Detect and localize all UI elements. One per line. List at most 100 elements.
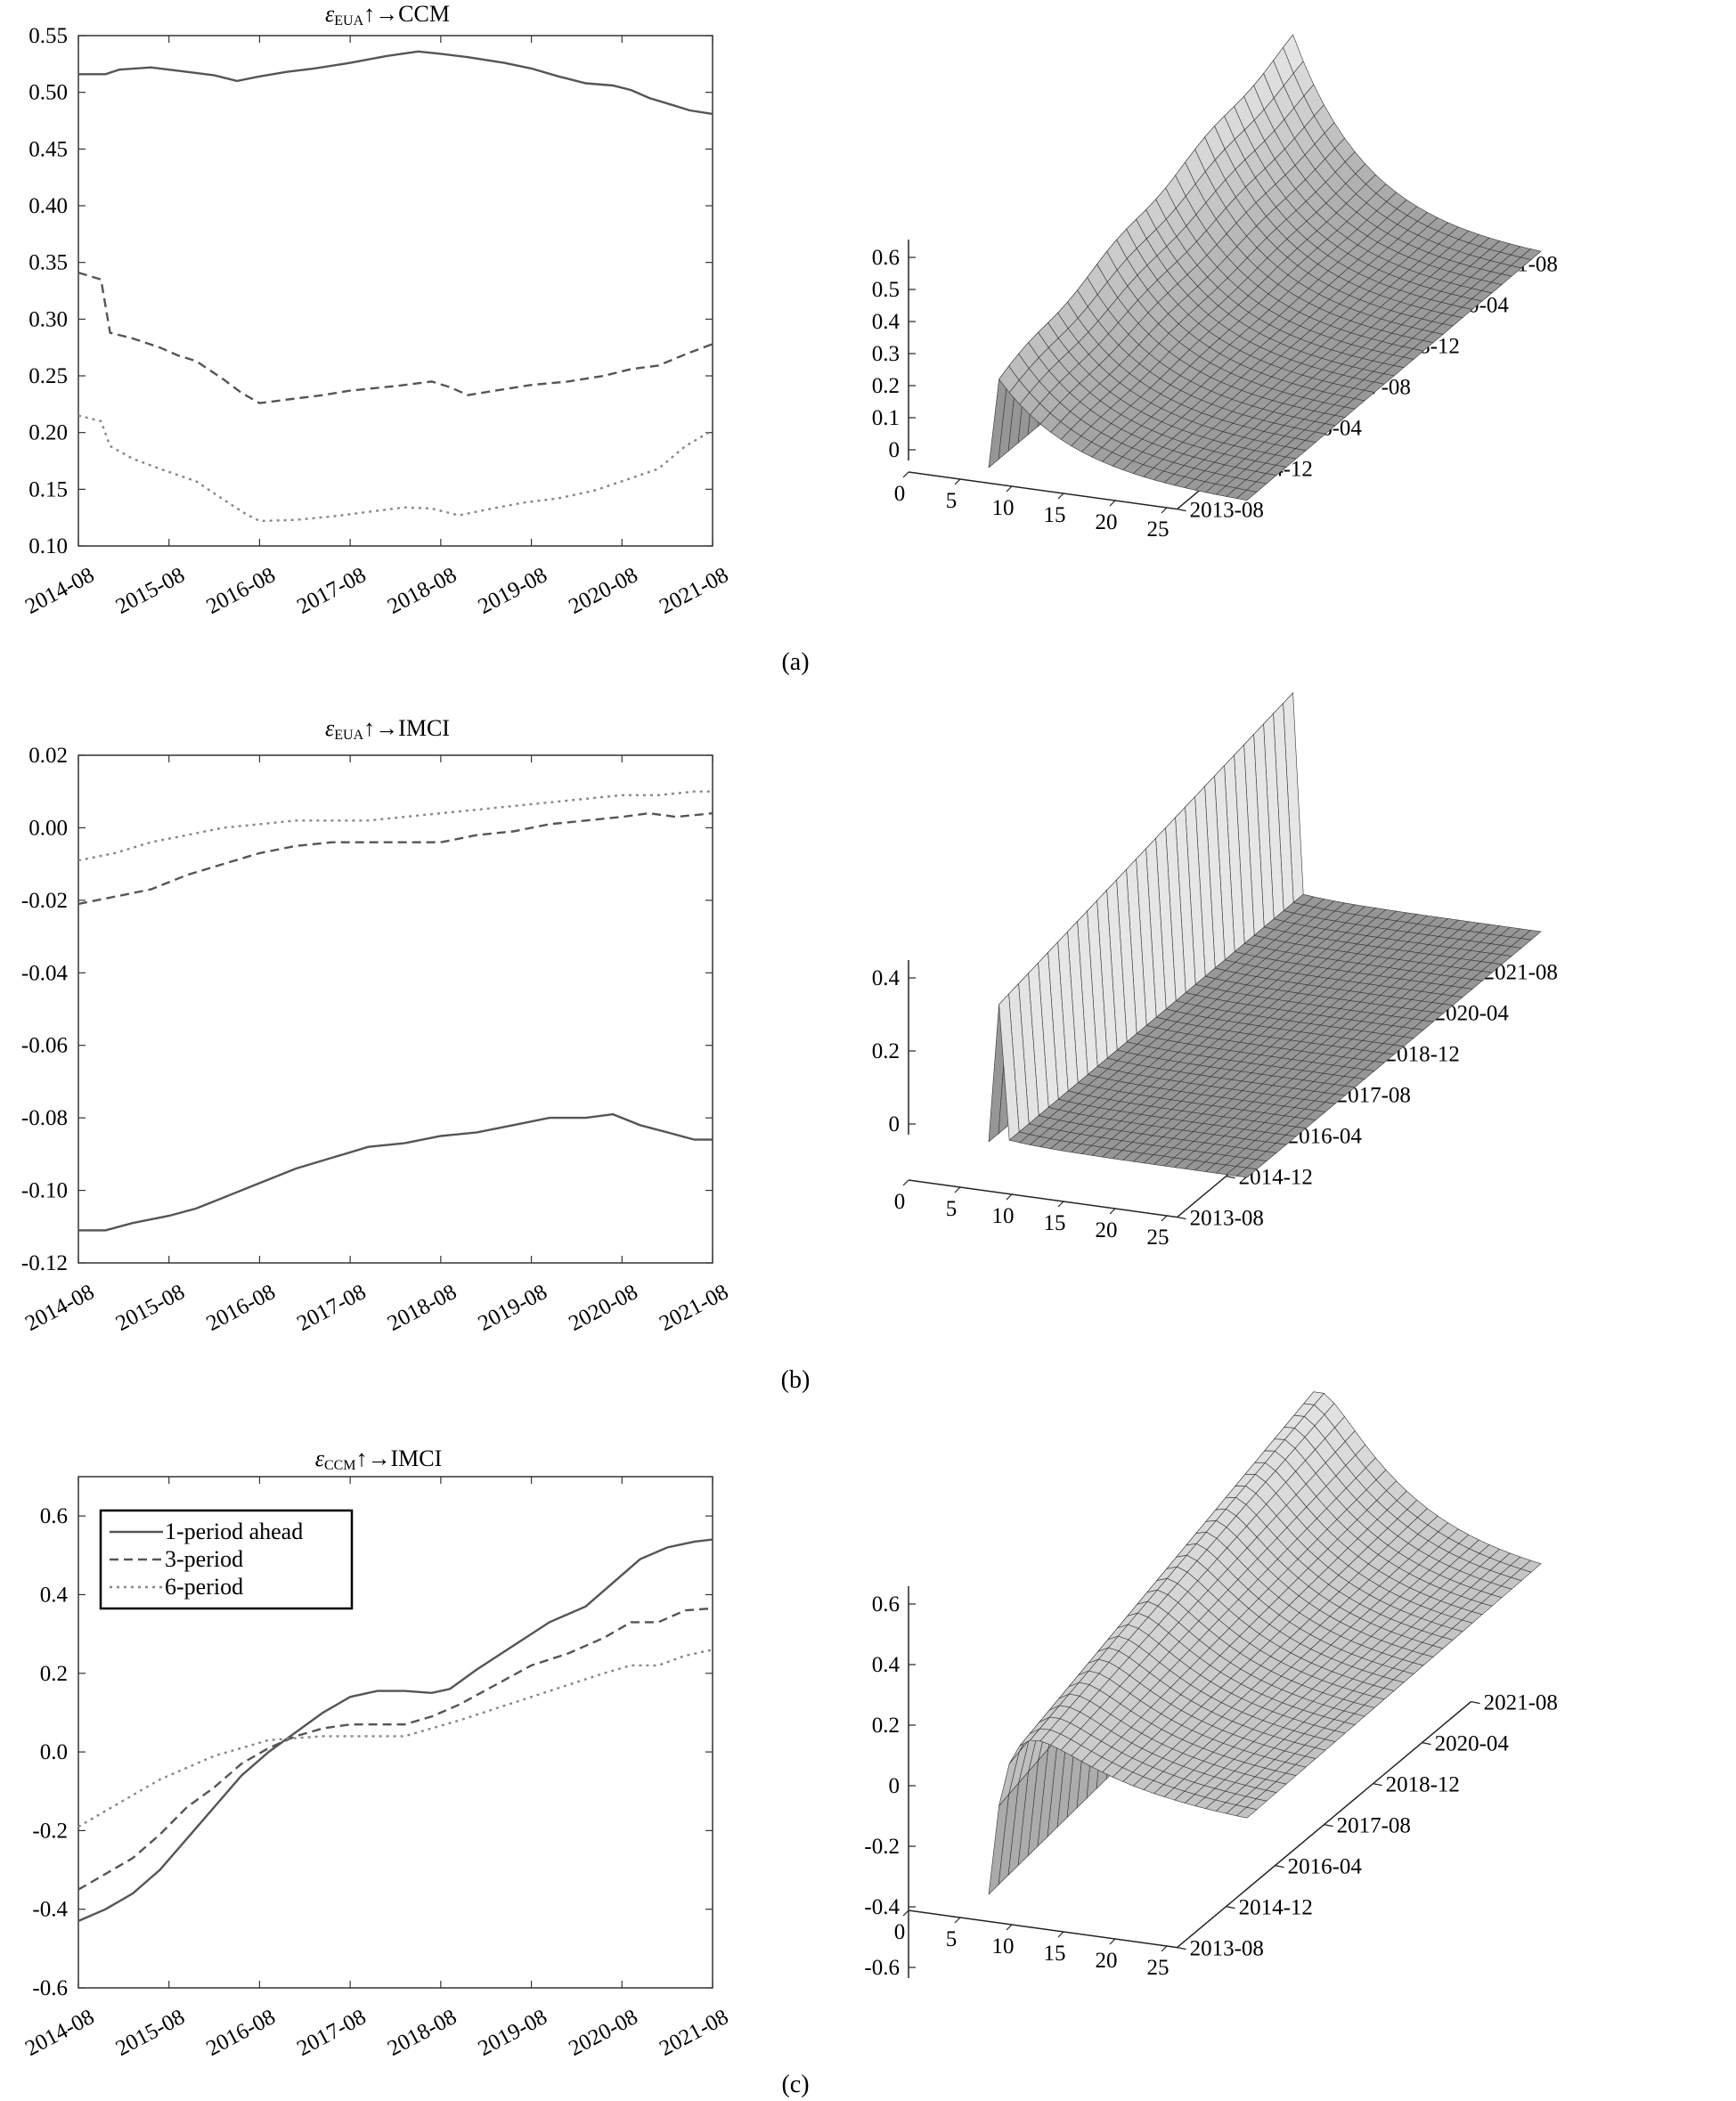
surface-z-label: 0.1 <box>872 406 900 430</box>
y-tick-label: 0.20 <box>29 421 68 445</box>
panel-label: (c) <box>781 2071 809 2098</box>
series-line-dotted <box>77 414 713 523</box>
series-line-dashed <box>77 811 713 906</box>
y-tick-label: 0.25 <box>29 364 68 388</box>
y-tick-label: -0.4 <box>32 1898 68 1922</box>
surface-z-label: 0.2 <box>872 1714 900 1738</box>
surface-date-label: 2013-08 <box>1190 499 1264 523</box>
chart-title-subscript: EUA <box>334 13 363 29</box>
panel-label: (a) <box>781 648 809 676</box>
y-tick-label: 0.2 <box>40 1662 68 1686</box>
x-tick-label: 2015-08 <box>112 1280 189 1336</box>
surface-horizon-tick <box>902 1910 909 1917</box>
surface-date-tick <box>1373 1783 1382 1787</box>
chart-panel-1: 0.10 0.15 0.20 0.25 0.30 0.35 0.40 0.45 0.50 0.55… <box>21 1 732 619</box>
surface-horizon-label: 0 <box>894 1190 906 1214</box>
plot-frame <box>77 754 713 1264</box>
surface-horizon-label: 20 <box>1096 510 1118 534</box>
series-line-solid <box>78 1112 713 1232</box>
surface-horizon-tick <box>902 471 909 478</box>
surface-z-label: 0 <box>889 1774 901 1798</box>
surface-date-tick <box>1177 509 1186 512</box>
surface-date-label: 2018-12 <box>1386 1773 1460 1797</box>
x-tick-label: 2018-08 <box>384 2005 460 2061</box>
y-tick-label: -0.6 <box>32 1976 68 2000</box>
x-tick-label: 2017-08 <box>293 563 370 619</box>
series-line-dotted <box>77 790 713 862</box>
surface-date-tick <box>1177 1217 1186 1220</box>
surface-plot-1: 05101520252013-082014-122016-042017-0820… <box>872 34 1558 542</box>
x-tick-label: 2014-08 <box>21 2005 98 2061</box>
y-tick-label: -0.08 <box>21 1106 68 1130</box>
x-tick-label: 2018-08 <box>384 563 460 619</box>
y-tick-label: -0.12 <box>21 1251 68 1275</box>
surface-horizon-label: 25 <box>1147 517 1170 542</box>
x-tick-label: 2016-08 <box>202 2005 279 2061</box>
y-tick-label: -0.10 <box>21 1179 68 1203</box>
surface-z-label: 0.2 <box>872 1039 900 1063</box>
surface-z-label: 0.5 <box>872 278 900 302</box>
surface-horizon-tick <box>1006 1924 1013 1931</box>
y-tick-label: 0.40 <box>29 194 68 218</box>
y-tick-label: 0.55 <box>29 24 68 48</box>
y-tick-label: -0.04 <box>21 961 69 985</box>
surface-date-label: 2017-08 <box>1337 1814 1411 1838</box>
y-tick-label: 0.50 <box>29 81 68 105</box>
surface-date-label: 2013-08 <box>1190 1207 1264 1231</box>
y-tick-label: -0.06 <box>21 1034 68 1058</box>
series-line-dashed <box>77 1607 713 1891</box>
x-tick-label: 2018-08 <box>384 1280 460 1336</box>
legend-label: 3-period <box>165 1546 243 1572</box>
chart-panel-2: -0.12 -0.10 -0.08 -0.06 -0.04 -0.02 0.00 0.02 20… <box>21 715 732 1336</box>
surface-date-label: 2021-08 <box>1484 1691 1558 1715</box>
chart-title: εEUA↑→IMCI <box>325 715 450 743</box>
surface-horizon-tick <box>954 1186 961 1193</box>
surface-date-tick <box>1275 1865 1284 1869</box>
y-tick-label: 0.10 <box>29 534 68 558</box>
surface-horizon-label: 5 <box>946 1927 958 1951</box>
x-tick-label: 2016-08 <box>202 1280 279 1336</box>
y-tick-label: 0.30 <box>29 307 68 331</box>
surface-horizon-tick <box>1057 1201 1064 1208</box>
surface-z-label: 0 <box>889 438 901 462</box>
chart-title-rest: ↑→CCM <box>363 1 450 27</box>
surface-horizon-tick <box>1161 1215 1168 1222</box>
surface-cell <box>1235 489 1258 501</box>
x-tick-label: 2020-08 <box>565 563 641 619</box>
chart-title-symbol: ε <box>325 715 335 741</box>
x-tick-label: 2015-08 <box>112 2005 189 2061</box>
surface-horizon-label: 15 <box>1044 1211 1066 1235</box>
chart-title-subscript: CCM <box>324 1458 356 1473</box>
surface-z-label: -0.6 <box>864 1956 900 1980</box>
x-tick-label: 2020-08 <box>565 1280 641 1336</box>
surface-z-label: 0.4 <box>872 966 901 990</box>
surface-horizon-tick <box>1006 485 1013 493</box>
surface-date-label: 2020-04 <box>1435 1732 1510 1756</box>
surface-horizon-tick <box>954 1917 961 1924</box>
surface-z-label: 0.3 <box>872 342 900 366</box>
surface-date-tick <box>1177 1947 1186 1950</box>
surface-horizon-tick <box>1161 507 1168 514</box>
x-tick-label: 2020-08 <box>565 2005 641 2061</box>
x-tick-label: 2017-08 <box>293 1280 370 1336</box>
surface-horizon-axis <box>908 471 1178 510</box>
surface-z-label: 0.2 <box>872 374 900 398</box>
series-line-solid <box>78 50 713 116</box>
surface-date-label: 2013-08 <box>1190 1937 1264 1961</box>
surface-horizon-label: 10 <box>992 1204 1015 1228</box>
y-tick-label: 0.45 <box>29 137 68 161</box>
series-line-dashed <box>77 271 713 404</box>
x-tick-label: 2016-08 <box>202 563 279 619</box>
x-tick-label: 2015-08 <box>112 563 189 619</box>
y-tick-label: 0.4 <box>40 1583 69 1607</box>
legend-label: 1-period ahead <box>165 1519 303 1544</box>
surface-plot-2: 0 5 10 15 20 252013-082014-122016-042017-0820… <box>872 692 1558 1250</box>
surface-horizon-tick <box>902 1179 909 1186</box>
surface-horizon-tick <box>1109 500 1116 507</box>
surface-horizon-axis <box>908 1179 1178 1218</box>
y-tick-label: 0.6 <box>40 1504 68 1528</box>
surface-horizon-label: 15 <box>1044 503 1066 527</box>
chart-title: εEUA↑→CCM <box>325 1 450 29</box>
